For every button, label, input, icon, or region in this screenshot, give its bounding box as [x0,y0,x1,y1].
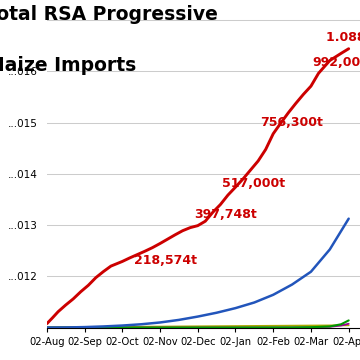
Text: Maize Imports: Maize Imports [0,56,136,75]
Text: 992,001t: 992,001t [313,56,360,69]
Text: 1.088 m: 1.088 m [326,31,360,44]
Text: 756,300t: 756,300t [260,116,323,129]
Text: Total RSA Progressive: Total RSA Progressive [0,5,217,24]
Text: 517,000t: 517,000t [222,177,285,190]
Text: 218,574t: 218,574t [134,254,197,267]
Text: 397,748t: 397,748t [194,208,257,221]
